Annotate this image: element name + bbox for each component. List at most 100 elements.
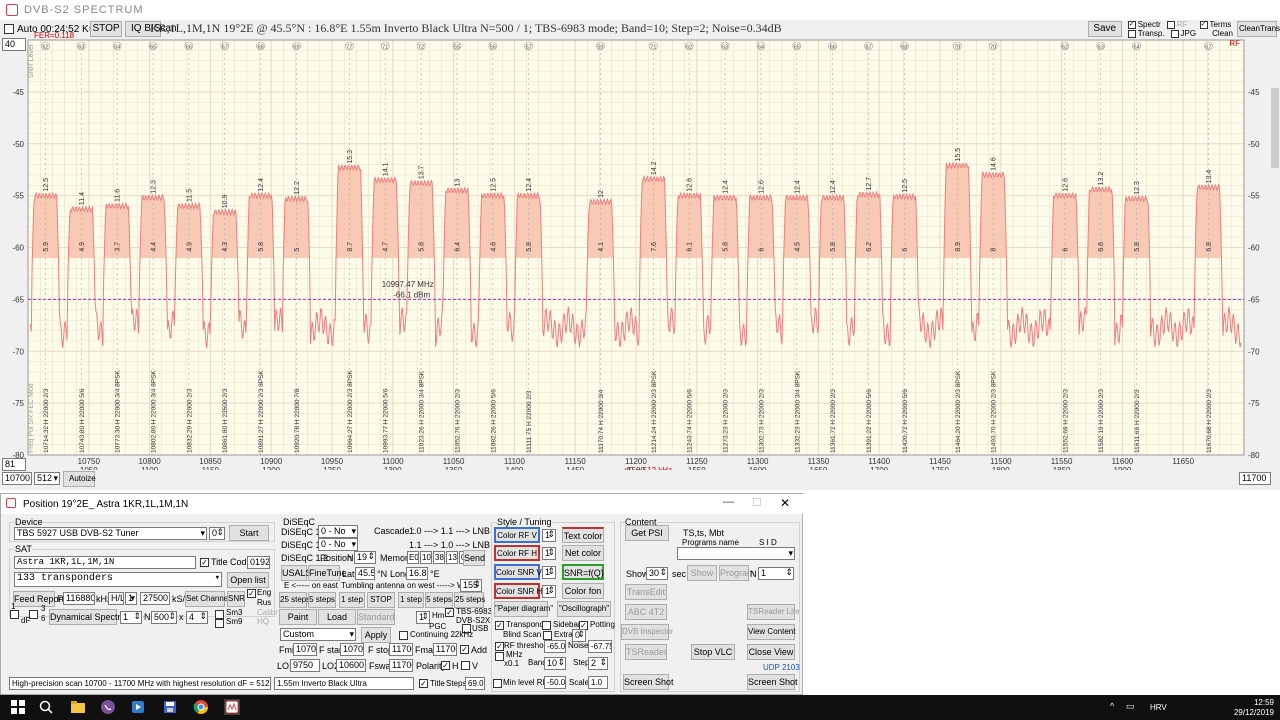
language-indicator[interactable]: HRV	[1150, 703, 1167, 712]
clock[interactable]: 12:59 29/12/2019	[1234, 698, 1274, 718]
terms-checkbox[interactable]: ✓	[1199, 20, 1208, 29]
programs-select[interactable]	[677, 547, 795, 560]
transedit-button[interactable]: TransEdit	[625, 584, 667, 600]
net-color-button[interactable]: Net color	[562, 545, 604, 561]
cascade-option-1[interactable]: 1.0 ---> 1.1 ---> LNB	[409, 526, 491, 536]
position-spinner[interactable]: 19	[354, 551, 376, 564]
get-psi-button[interactable]: Get PSI	[625, 525, 669, 541]
sm3-checkbox[interactable]	[215, 610, 224, 619]
color-rf-h-button[interactable]: Color RF H	[494, 545, 540, 561]
color-snr-v-button[interactable]: Color SNR V	[494, 564, 542, 580]
oscillograph-button[interactable]: "Oscillograph"	[557, 601, 611, 617]
paper-diagram-button[interactable]: "Paper diagram"	[494, 601, 553, 617]
hm-spinner[interactable]: 1	[416, 611, 430, 624]
pol-input[interactable]: H/L	[108, 592, 124, 605]
view-content-button[interactable]: View Content	[747, 624, 795, 640]
open-list-button[interactable]: Open list	[227, 572, 269, 588]
fmax-input[interactable]: 11700	[1239, 472, 1271, 485]
mem-e0[interactable]: E0	[407, 551, 419, 564]
abc4t2-button[interactable]: ABC 4T2	[625, 604, 667, 620]
cascade-option-2[interactable]: 1.1 ---> 1.0 ---> LNB	[409, 540, 491, 550]
screen-shot-button-left[interactable]: Screen Shot	[623, 674, 674, 690]
dyn-n-spinner[interactable]: 500	[151, 611, 177, 624]
mem-10[interactable]: 10	[420, 551, 432, 564]
jpg-checkbox[interactable]	[1170, 29, 1179, 38]
step-spinner[interactable]: 2	[588, 657, 608, 670]
n-prog-spinner[interactable]: 1	[758, 567, 794, 580]
color-rf-v-button[interactable]: Color RF V	[494, 527, 540, 543]
scrollbar-thumb[interactable]	[1271, 88, 1279, 168]
nfft-select[interactable]: 512	[34, 472, 60, 485]
dvb-inspector-button[interactable]: DVB Inspector	[621, 624, 674, 640]
pol-v-checkbox[interactable]	[461, 661, 470, 670]
apply-button[interactable]: Apply	[361, 627, 391, 643]
min-level-input[interactable]: -50.0	[544, 676, 566, 689]
long-input[interactable]: 16.8	[406, 567, 428, 580]
program-button[interactable]: Program	[719, 565, 755, 581]
spectrum-plot[interactable]: -45 -45 -50 -50 -55 -55 -60 -60 -65 -65 -70 -70 -75 -…	[0, 38, 1270, 470]
dlg-fmin-input[interactable]: 10700	[293, 643, 317, 656]
finetune-button[interactable]: FineTune	[308, 565, 347, 581]
continuing-checkbox[interactable]	[399, 631, 408, 640]
tsreader-lite-button[interactable]: TSReader Lite	[747, 604, 800, 620]
device-index-spinner[interactable]: 0	[209, 527, 225, 540]
latit-input[interactable]: 45.5	[355, 567, 375, 580]
snr-fq-button[interactable]: SNR=f(Q)	[562, 564, 604, 580]
feed-report-button[interactable]: Feed Report	[13, 591, 64, 607]
min-level-checkbox[interactable]	[493, 679, 502, 688]
east-25-steps[interactable]: 25 steps	[279, 592, 310, 608]
chk-1[interactable]	[10, 610, 19, 619]
dyn-x-spinner[interactable]: 4	[186, 611, 208, 624]
tbs-checkbox[interactable]: ✓	[445, 608, 454, 617]
transponders-select[interactable]: 133 transponders	[14, 572, 222, 587]
mem-13[interactable]: 13	[446, 551, 458, 564]
show-spinner[interactable]: 30	[646, 567, 668, 580]
dynamical-spectrum-button[interactable]: Dynamical Spectrum	[49, 609, 133, 625]
auto-checkbox[interactable]	[4, 24, 14, 34]
chrome-icon[interactable]	[193, 699, 209, 715]
fswap-input[interactable]: 11700	[389, 659, 413, 672]
color-rf-v-spin[interactable]: 1	[542, 529, 556, 542]
color-snr-h-button[interactable]: Color SNR H	[494, 583, 542, 599]
status-steps-input[interactable]: 69.0	[465, 677, 485, 690]
mem-38[interactable]: 38	[433, 551, 445, 564]
dlg-fmax-input[interactable]: 11700	[433, 643, 457, 656]
screen-shot-button-right[interactable]: Screen Shot	[747, 674, 798, 690]
show-button[interactable]: Show	[687, 565, 717, 581]
fmin-input[interactable]: 10700	[2, 472, 32, 485]
west-1-step[interactable]: 1 step	[398, 592, 424, 608]
stop-button[interactable]: STOP	[90, 21, 122, 37]
text-color-button[interactable]: Text color	[562, 527, 604, 543]
tray-chevron-icon[interactable]: ^	[1110, 701, 1115, 711]
west-spinner[interactable]: 155	[460, 579, 482, 592]
extra-spinner[interactable]: 0	[572, 629, 586, 642]
cleantransp-button[interactable]: CleanTransp	[1237, 21, 1280, 37]
title-checkbox[interactable]: ✓	[200, 558, 209, 567]
tsreader-button[interactable]: TSReader	[625, 644, 667, 660]
lo1-input[interactable]: 9750	[290, 659, 320, 672]
scale-input[interactable]: 1.0	[588, 676, 608, 689]
minimize-icon[interactable]: —	[723, 496, 734, 508]
search-icon[interactable]	[38, 699, 54, 715]
status-title-checkbox[interactable]: ✓	[419, 679, 428, 688]
send-button[interactable]: Send	[463, 550, 485, 566]
color-rf-h-spin[interactable]: 1	[542, 547, 556, 560]
west-5-steps[interactable]: 5 steps	[425, 592, 453, 608]
code-input[interactable]: 0192	[247, 556, 270, 569]
paint-button[interactable]: Paint	[279, 609, 317, 625]
windows-start-icon[interactable]	[10, 699, 26, 715]
eng-checkbox[interactable]: ✓	[247, 589, 256, 598]
close-view-button[interactable]: Close View	[747, 644, 795, 660]
transpond-checkbox[interactable]: ✓	[495, 621, 504, 630]
vertical-scrollbar[interactable]	[1270, 40, 1280, 460]
usals-button[interactable]: USALS	[281, 565, 312, 581]
freq-input[interactable]: 11688096	[63, 592, 95, 605]
maximize-icon[interactable]: ☐	[752, 497, 762, 509]
extra-checkbox[interactable]	[543, 631, 552, 640]
sidebar-checkbox[interactable]	[542, 621, 551, 630]
fstop-input[interactable]: 11700	[389, 643, 413, 656]
sm9-checkbox[interactable]	[215, 619, 224, 628]
color-snr-h-spin[interactable]: 1	[542, 585, 556, 598]
sat-name-input[interactable]: Astra 1KR,1L,1M,1N	[14, 556, 196, 569]
transp-checkbox[interactable]	[1127, 29, 1136, 38]
